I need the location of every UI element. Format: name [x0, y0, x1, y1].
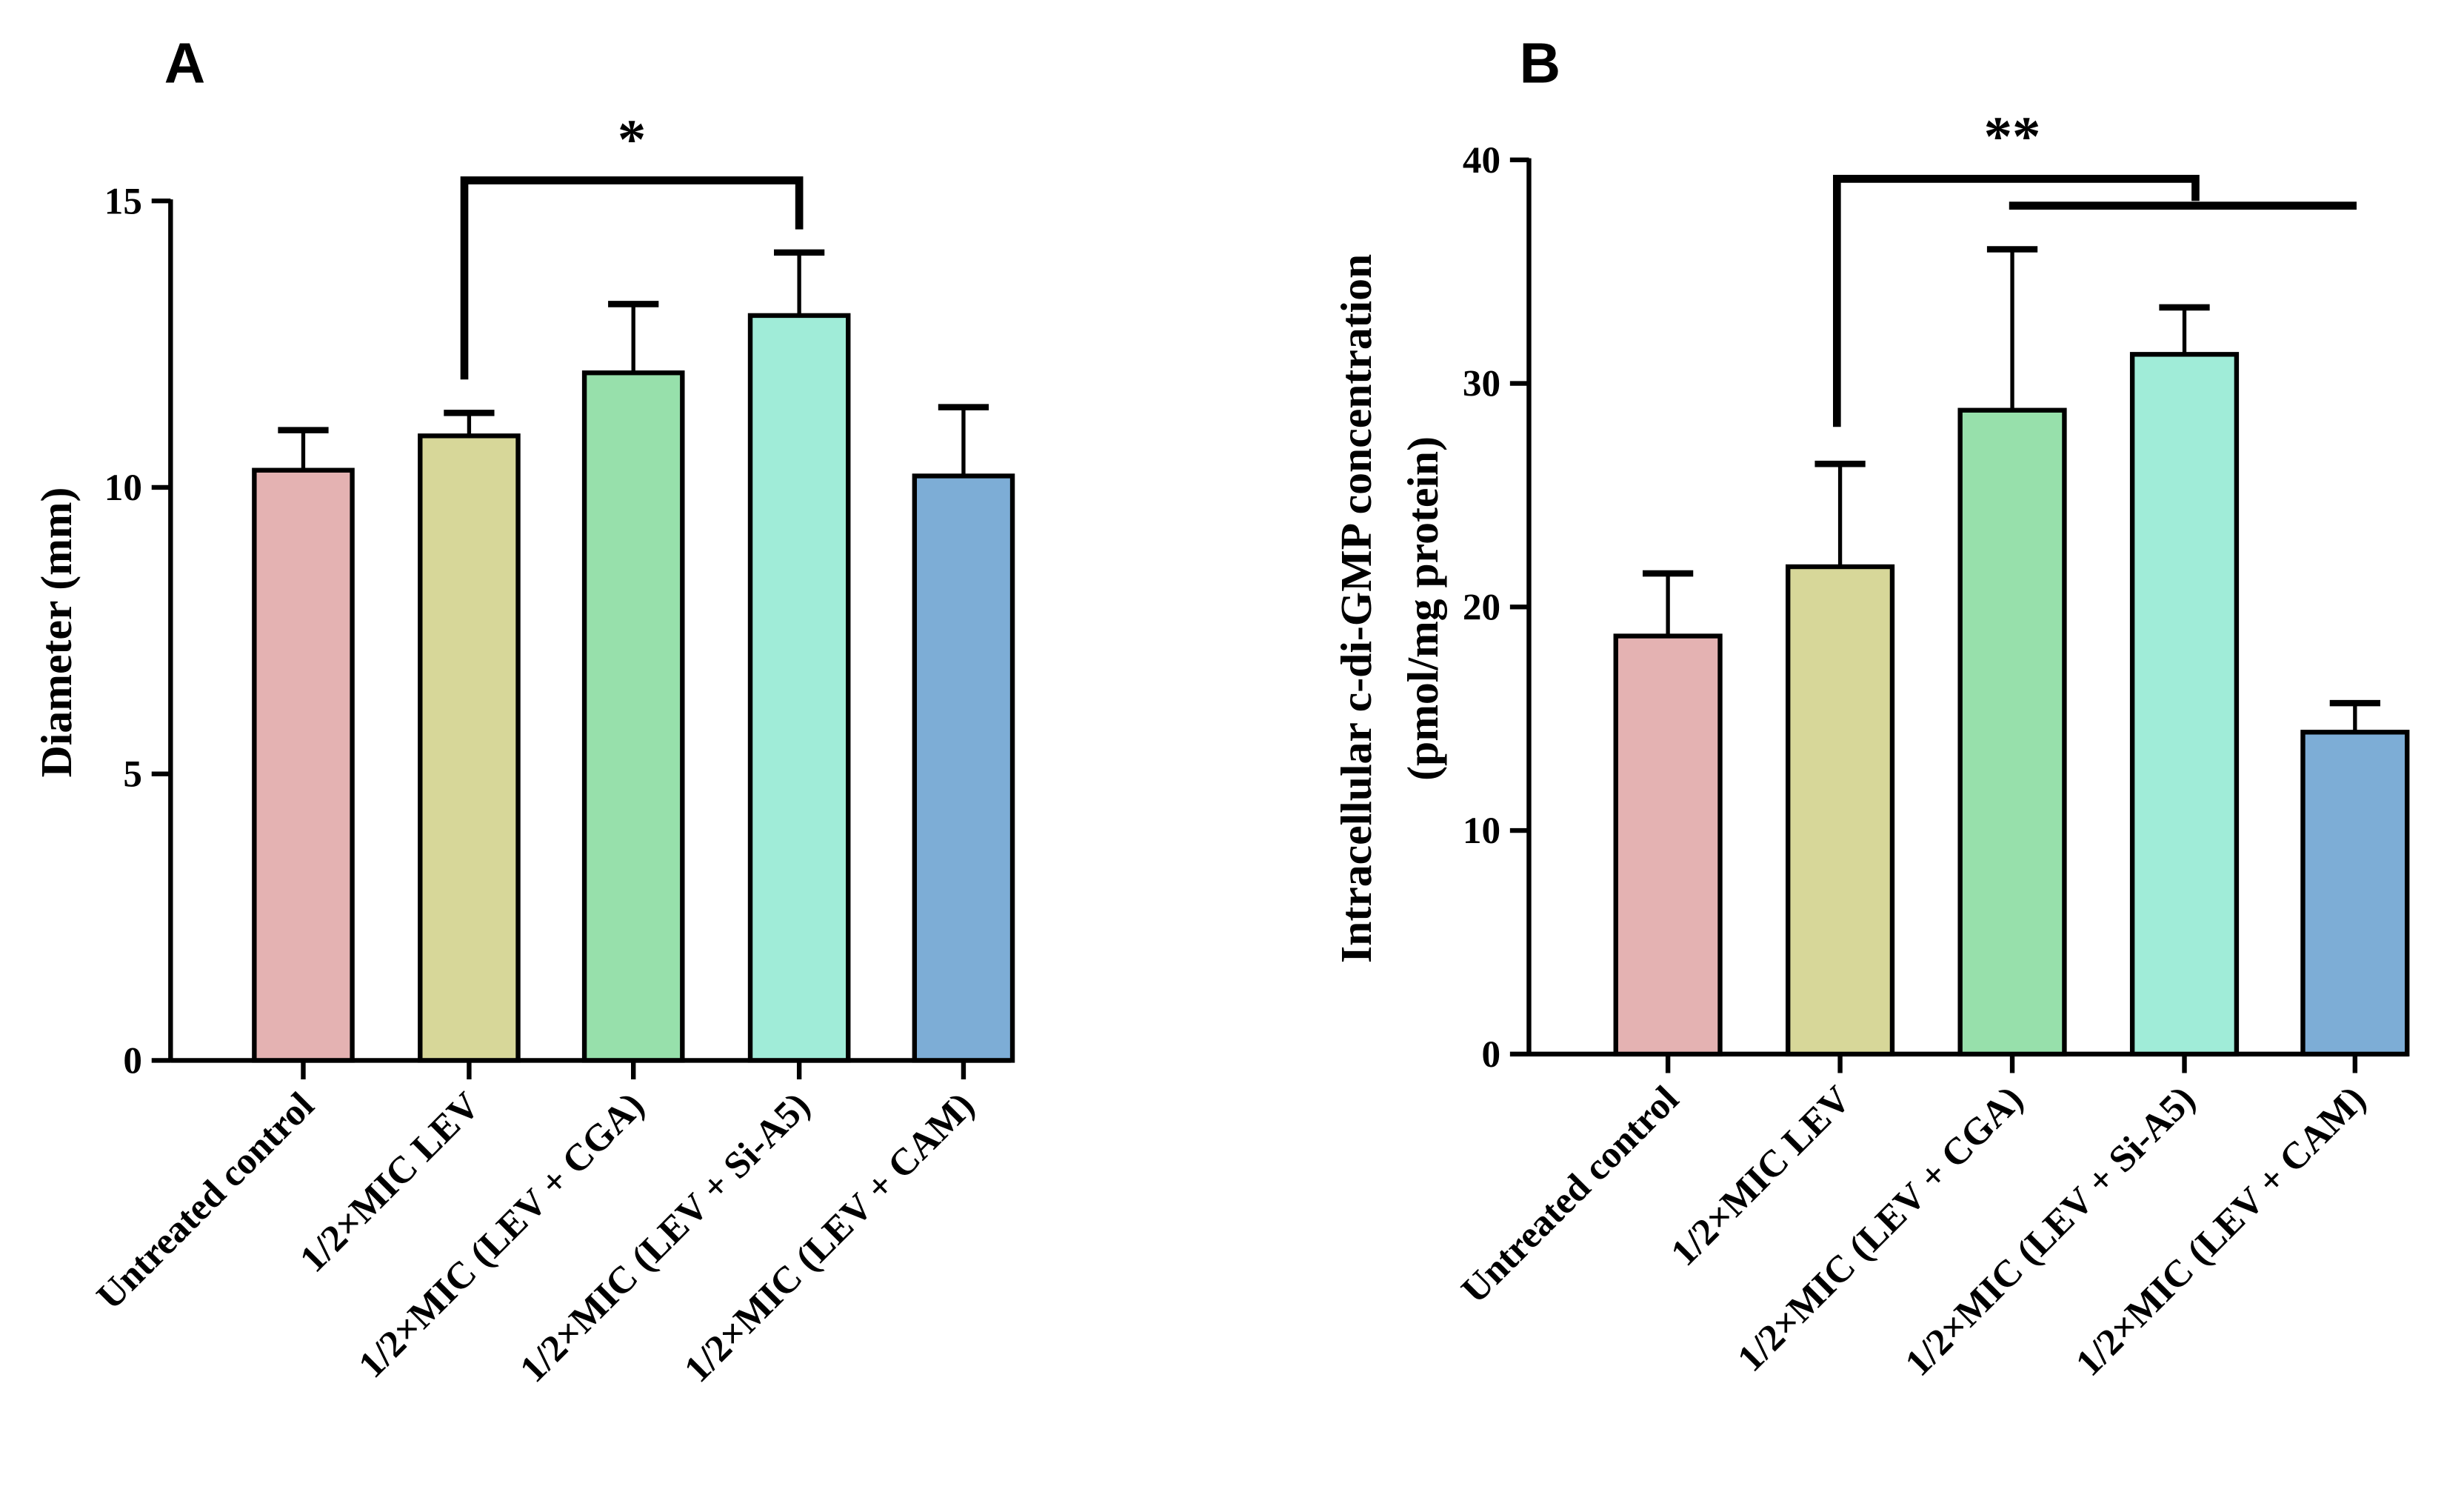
p1-y-tick-label: 10 — [1463, 810, 1500, 852]
p0-category-label: 1/2×MIC (LEV + CAM) — [676, 1085, 983, 1391]
p1-y-tick-label: 20 — [1463, 586, 1500, 628]
p1-category-label: 1/2×MIC (LEV + CAM) — [2068, 1078, 2374, 1385]
significance-bracket-b — [1832, 175, 2200, 427]
p1-y-tick-label: 30 — [1463, 363, 1500, 405]
significance-bracket-a — [460, 176, 804, 380]
panel-label-b: B — [1520, 32, 1560, 95]
significance-b: ** — [1984, 104, 2041, 167]
p1-y-tick-label: 0 — [1481, 1033, 1500, 1076]
p0-bar — [747, 313, 851, 1063]
p0-bar — [581, 370, 685, 1063]
p0-bar — [252, 467, 355, 1063]
p0-bar — [418, 433, 521, 1063]
p1-bar — [2129, 352, 2240, 1057]
p1-bar — [2300, 730, 2410, 1057]
p0-category-label: Untreated control — [89, 1085, 322, 1318]
p0-category-label: 1/2×MIC (LEV + CGA) — [350, 1085, 652, 1387]
p1-category-label: Untreated control — [1453, 1078, 1686, 1311]
p1-y-tick-label: 40 — [1463, 139, 1500, 181]
p1-category-label: 1/2×MIC (LEV + CGA) — [1729, 1078, 2031, 1380]
p0-category-label: 1/2×MIC (LEV + Si-A5) — [512, 1085, 818, 1391]
p0-y-tick-label: 10 — [104, 467, 142, 509]
p0-y-tick-label: 0 — [123, 1039, 142, 1082]
p0-bar — [912, 473, 1015, 1063]
p1-bar — [1613, 633, 1723, 1057]
panel-label-a: A — [164, 32, 205, 95]
p0-y-tick-label: 15 — [104, 180, 142, 222]
p1-bar — [1786, 564, 1895, 1057]
p0-y-tick-label: 5 — [123, 753, 142, 796]
y-axis-label-b-units: (pmol/mg protein) — [1398, 436, 1447, 781]
y-axis-label-a: Diameter (mm) — [32, 487, 81, 778]
y-axis-label-b: Intracellular c-di-GMP concentration — [1332, 254, 1380, 963]
significance-a: * — [618, 108, 646, 171]
p1-bar — [1957, 407, 2067, 1057]
p1-category-label: 1/2×MIC LEV — [1663, 1078, 1859, 1274]
p1-category-label: 1/2×MIC (LEV + Si-A5) — [1897, 1078, 2203, 1385]
